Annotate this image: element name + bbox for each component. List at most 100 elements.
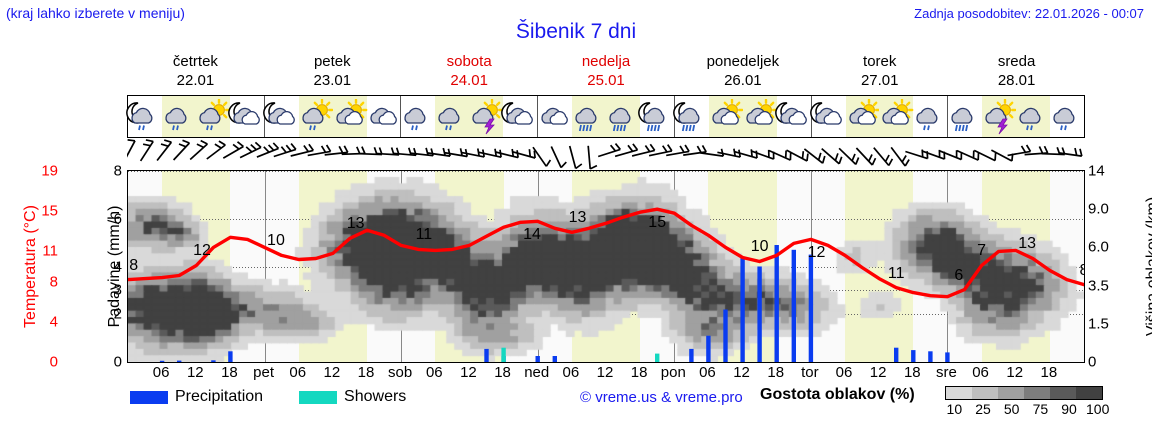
temperature-value-label: 10	[750, 238, 769, 256]
cloud-height-tick-label: 6.0	[1088, 238, 1109, 256]
day-header-row: četrtek 22.01 petek 23.01 sobota 24.01 nedelja…	[127, 52, 1085, 94]
weather-icon-day-group	[262, 96, 402, 137]
temperature-value-label: 14	[523, 226, 541, 244]
day-date: 27.01	[860, 72, 899, 89]
weather-icon-day-group	[673, 96, 812, 137]
precipitation-bar	[535, 356, 540, 362]
day-name: sobota	[446, 53, 492, 70]
density-scale-step	[1050, 387, 1076, 399]
wind-barb-row	[123, 139, 1085, 170]
precipitation-bar	[774, 245, 779, 362]
time-tick-label: 12	[1006, 364, 1024, 381]
sun-cloud-icon	[879, 96, 914, 137]
time-tick-label: 12	[869, 364, 887, 381]
night-cloud-icon	[262, 96, 299, 137]
weather-icon-day-group	[126, 96, 265, 137]
precipitation-bar	[757, 266, 762, 362]
density-tick-label: 50	[1003, 401, 1020, 417]
cloud-height-tick-label: 9.0	[1088, 200, 1109, 218]
time-tick-label: 12	[596, 364, 614, 381]
time-tick-label: 18	[903, 364, 921, 381]
temperature-tick-label: 19	[41, 162, 58, 180]
time-tick-label: 18	[221, 364, 238, 381]
day-name: torek	[863, 53, 897, 70]
cloud-rain-icon	[572, 96, 607, 137]
temperature-value-label: 7	[977, 242, 987, 260]
precipitation-tick-label: 6	[113, 210, 122, 228]
time-tick-label: 06	[972, 364, 989, 381]
showers-bar	[501, 347, 506, 362]
day-date: 26.01	[724, 72, 762, 89]
day-header: nedelja 25.01	[538, 52, 675, 94]
temperature-value-label: 13	[568, 209, 587, 227]
time-tick-label: 12	[186, 364, 204, 381]
temperature-value-label: 10	[267, 232, 285, 250]
temperature-value-label: 11	[887, 264, 905, 282]
temperature-value-label: 8	[129, 256, 139, 274]
day-name: petek	[313, 53, 351, 70]
density-tick-label: 75	[1032, 401, 1049, 417]
day-name: nedelja	[581, 53, 631, 70]
density-tick-label: 25	[975, 401, 991, 417]
day-date: 28.01	[997, 72, 1036, 89]
temperature-line	[128, 207, 1084, 299]
precipitation-bar	[228, 351, 233, 362]
time-tick-label: 12	[323, 364, 341, 381]
precipitation-bar	[177, 360, 182, 362]
cloud-drizzle-icon	[435, 96, 470, 137]
day-name: ponedeljek	[706, 53, 780, 70]
day-header: petek 23.01	[264, 52, 401, 94]
time-tick-label: ned	[524, 364, 550, 381]
night-cloud-icon	[809, 96, 846, 137]
time-tick-label: sob	[388, 364, 413, 381]
precipitation-tick-label: 8	[113, 162, 122, 180]
copyright-link[interactable]: © vreme.us & vreme.pro	[580, 389, 743, 406]
precipitation-axis-ticks: 0 2 3 4 6 8	[98, 163, 122, 371]
density-scale-step	[998, 387, 1024, 399]
sun-cloud-drizzle-icon	[298, 96, 334, 137]
time-axis-ticks: 06 12 18 pet 06 12 18 sob 06 12 18 ned 06 12 18 pon 06 12…	[127, 364, 1085, 382]
temperature-tick-label: 4	[49, 313, 58, 331]
cloud-drizzle-icon	[1050, 96, 1084, 137]
day-header: torek 27.01	[811, 52, 948, 94]
showers-swatch	[299, 390, 338, 404]
sun-cloud-thunder-icon	[982, 96, 1017, 137]
temperature-value-label: 12	[193, 242, 211, 260]
cloud-height-tick-label: 0	[1088, 353, 1097, 371]
time-tick-label: 18	[767, 364, 785, 381]
weather-icon-row	[126, 95, 1085, 138]
cloud-drizzle-icon	[913, 96, 947, 137]
precipitation-swatch	[130, 390, 168, 404]
precipitation-bar	[484, 348, 489, 362]
precipitation-tick-label: 0	[113, 353, 122, 371]
weather-icon-day-group	[809, 96, 949, 137]
temperature-value-label: 15	[648, 214, 667, 232]
sun-cloud-icon	[845, 96, 880, 137]
night-cloud-rain-icon	[638, 96, 674, 137]
cloud-density-legend-title: Gostota oblakov (%)	[760, 386, 915, 403]
temperature-value-label: 13	[346, 215, 365, 233]
cloud-density-scale-ticks: 10 25 50 75 90 100	[940, 401, 1112, 419]
time-tick-label: pet	[253, 364, 274, 381]
sun-cloud-icon	[332, 96, 367, 137]
precipitation-bar	[808, 254, 814, 362]
time-tick-label: 06	[425, 364, 443, 381]
sun-cloud-thunder-icon	[469, 96, 504, 137]
day-date: 24.01	[450, 72, 488, 89]
density-tick-label: 90	[1061, 401, 1077, 417]
last-update-text: Zadnja posodobitev: 22.01.2026 - 00:07	[914, 6, 1144, 21]
time-tick-label: 18	[1040, 364, 1058, 381]
cloud-density-layer	[128, 171, 1084, 362]
temperature-tick-label: 8	[49, 273, 58, 291]
cloud-icon	[538, 96, 572, 137]
day-name: četrtek	[172, 53, 218, 70]
precipitation-bar	[894, 347, 899, 362]
showers-legend-label: Showers	[344, 388, 407, 405]
night-cloud-rain-icon	[673, 96, 709, 137]
temperature-value-label: 12	[807, 244, 826, 262]
density-scale-step	[946, 387, 972, 399]
night-cloud-drizzle-icon	[126, 96, 162, 137]
precipitation-tick-label: 2	[113, 305, 122, 323]
cloud-height-tick-label: 3.5	[1088, 277, 1109, 295]
precipitation-bar	[911, 350, 916, 362]
